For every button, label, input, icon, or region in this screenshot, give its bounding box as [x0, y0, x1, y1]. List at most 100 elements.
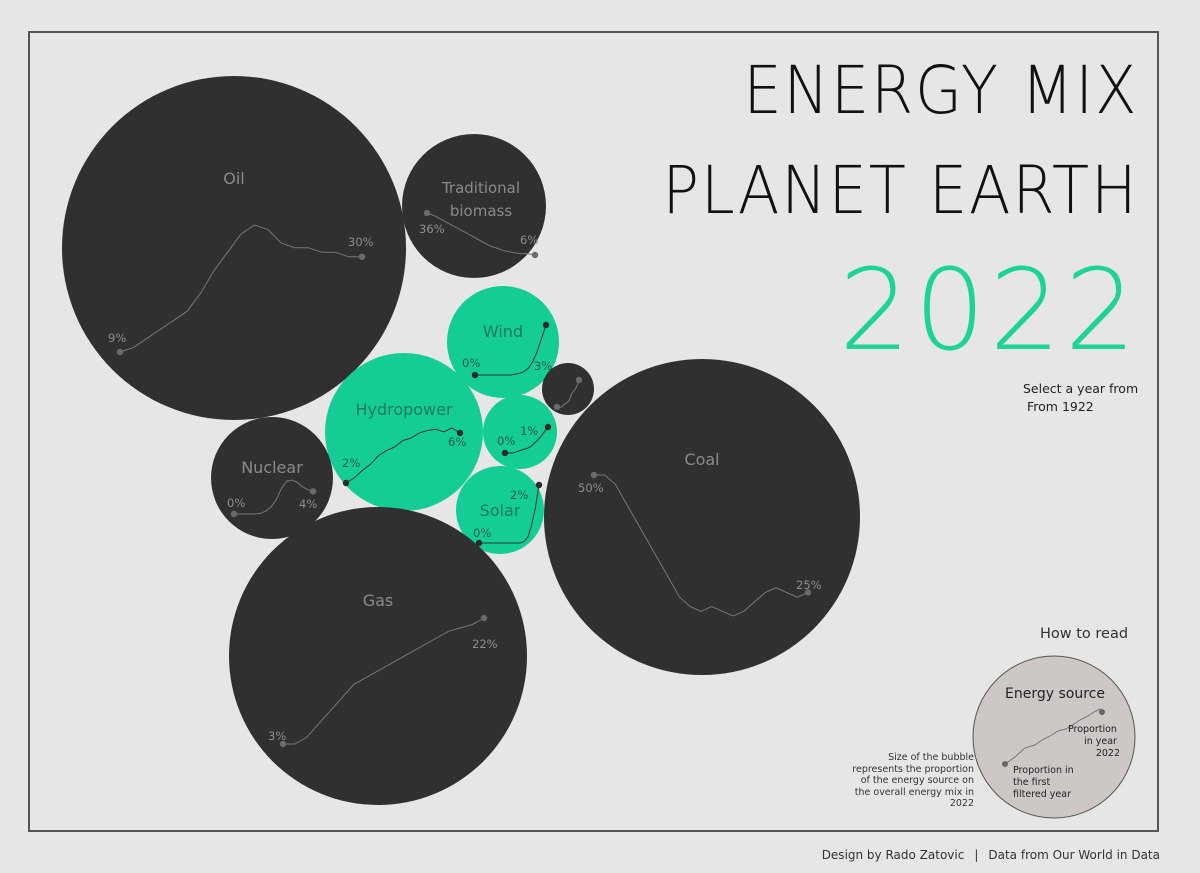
end-dot-nuclear [309, 488, 317, 495]
end-dot-gas [480, 614, 488, 622]
bubble-traditional-biomass-circle[interactable] [402, 134, 546, 278]
end-dot-solar [535, 481, 543, 489]
footer-data-source[interactable]: Data from Our World in Data [988, 848, 1160, 862]
bubble-label-hydropower-line-1: Hydropower [355, 400, 453, 419]
bubble-label-oil: Oil [223, 169, 244, 188]
title-line-2: PLANET EARTH [661, 152, 1138, 229]
legend-start-dot [1002, 761, 1008, 767]
start-label-solar: 0% [473, 526, 491, 540]
start-dot-series-6 [501, 449, 509, 457]
bubble-solar-circle[interactable] [456, 466, 544, 554]
start-label-wind: 0% [462, 356, 480, 370]
selected-year: 2022 [838, 246, 1140, 376]
end-dot-hydropower [456, 429, 464, 437]
start-dot-wind [471, 371, 479, 379]
end-label-series-6: 1% [520, 424, 538, 438]
trend-line-traditional-biomass [426, 212, 536, 256]
bubble-wind[interactable]: Wind 0% 3% [447, 286, 559, 398]
year-filter-value[interactable]: From 1922 [1027, 399, 1094, 414]
bubble-nuclear-circle[interactable] [211, 417, 333, 539]
start-dot-series-4 [553, 403, 561, 411]
bubble-coal-circle[interactable] [544, 359, 860, 675]
trend-line-series-6 [505, 426, 549, 454]
legend-end-label-line2: in year [1084, 736, 1117, 747]
bubble-coal[interactable]: Coal 50% 25% [544, 359, 860, 675]
footer-design-credit: Design by Rado Zatovic [821, 848, 965, 862]
end-label-nuclear: 4% [299, 497, 317, 511]
legend-start-label-line3: filtered year [1013, 789, 1071, 800]
trend-line-coal [594, 474, 809, 617]
legend-start-label-line1: Proportion in [1013, 765, 1074, 776]
start-label-coal: 50% [578, 481, 604, 495]
bubble-oil-circle[interactable] [62, 76, 406, 420]
bubble-series-6[interactable]: 0% 1% [483, 395, 557, 469]
bubble-series-4[interactable] [542, 363, 594, 415]
bubble-label-wind-line-1: Wind [483, 322, 523, 341]
end-dot-series-6 [544, 423, 552, 431]
start-dot-hydropower [342, 479, 350, 487]
legend-end-label-line1: Proportion [1068, 724, 1117, 735]
legend-bubble: Energy source Proportion in year 2022 Pr… [972, 655, 1136, 819]
start-label-gas: 3% [268, 729, 286, 743]
legend-end-label-line3: 2022 [1096, 748, 1120, 759]
legend-trend-line [1004, 708, 1103, 765]
end-dot-wind [542, 321, 550, 329]
bubble-label-gas: Gas [363, 591, 394, 610]
trend-line-series-4 [557, 379, 580, 408]
start-label-traditional-biomass: 36% [419, 222, 445, 236]
bubble-label-coal: Coal [684, 450, 719, 469]
bubble-label-wind: Wind [483, 322, 523, 341]
year-filter[interactable]: Select a year from From 1922 [1023, 380, 1138, 416]
bubble-gas[interactable]: Gas 3% 22% [229, 507, 527, 805]
bubble-label-solar-line-1: Solar [480, 501, 521, 520]
trend-line-hydropower [345, 427, 461, 484]
bubble-size-note: Size of the bubble represents the propor… [852, 752, 974, 809]
start-label-oil: 9% [108, 331, 126, 345]
start-dot-traditional-biomass [423, 209, 431, 217]
bubble-hydropower-circle[interactable] [325, 353, 483, 511]
bubble-series-6-circle[interactable] [483, 395, 557, 469]
bubble-label-gas-line-1: Gas [363, 591, 394, 610]
bubble-label-traditional-biomass-line-1: Traditional [441, 179, 520, 197]
bubble-label-hydropower: Hydropower [355, 400, 453, 419]
start-dot-nuclear [230, 510, 238, 518]
end-label-gas: 22% [472, 637, 498, 651]
start-label-series-6: 0% [497, 434, 515, 448]
legend-start-label-line2: the first [1013, 777, 1050, 788]
end-label-solar: 2% [510, 488, 528, 502]
bubble-wind-circle[interactable] [447, 286, 559, 398]
footer-separator: | [974, 848, 979, 862]
dashboard-frame [28, 31, 1159, 832]
legend-bubble-circle [972, 655, 1136, 819]
bubble-solar[interactable]: Solar 0% 2% [456, 466, 544, 554]
legend-start-label: Proportion in the first filtered year [1013, 765, 1077, 800]
bubble-gas-circle[interactable] [229, 507, 527, 805]
bubble-traditional-biomass[interactable]: Traditional biomass 36% 6% [402, 134, 546, 278]
end-label-coal: 25% [796, 578, 822, 592]
end-dot-traditional-biomass [531, 251, 539, 259]
end-dot-oil [358, 253, 366, 260]
bubble-label-oil-line-1: Oil [223, 169, 244, 188]
bubble-label-coal-line-1: Coal [684, 450, 719, 469]
start-label-hydropower: 2% [342, 456, 360, 470]
bubble-series-4-circle[interactable] [542, 363, 594, 415]
bubble-nuclear[interactable]: Nuclear 0% 4% [211, 417, 333, 539]
footer: Design by Rado Zatovic | Data from Our Wor… [822, 848, 1160, 862]
legend-end-dot [1099, 709, 1105, 715]
title-line-1: ENERGY MIX [742, 52, 1138, 129]
bubble-oil[interactable]: Oil 9% 30% [62, 76, 406, 420]
start-dot-gas [279, 740, 287, 748]
how-to-read-heading: How to read [1040, 626, 1129, 642]
end-dot-coal [804, 589, 812, 596]
start-label-nuclear: 0% [227, 496, 245, 510]
bubble-label-nuclear-line-1: Nuclear [241, 458, 303, 477]
start-dot-oil [116, 348, 124, 356]
end-label-traditional-biomass: 6% [520, 233, 538, 247]
start-dot-solar [475, 539, 483, 547]
trend-line-wind [475, 324, 547, 376]
bubble-label-traditional-biomass-line-2: biomass [450, 202, 512, 220]
legend-end-label: Proportion in year 2022 [1068, 724, 1120, 759]
bubble-label-traditional-biomass: Traditional biomass [441, 179, 520, 220]
bubble-hydropower[interactable]: Hydropower 2% 6% [325, 353, 483, 511]
